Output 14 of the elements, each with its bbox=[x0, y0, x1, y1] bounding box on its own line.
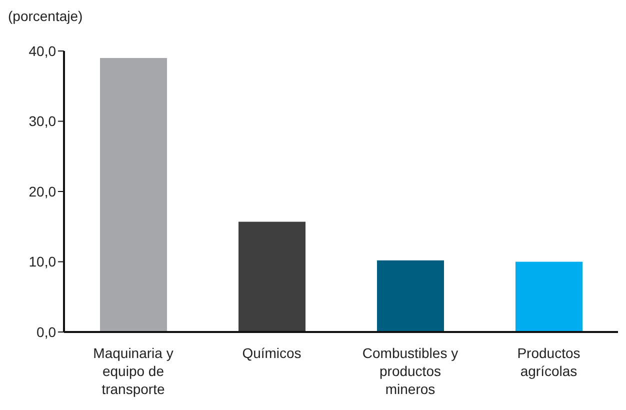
y-axis-title: (porcentaje) bbox=[8, 8, 83, 24]
y-tick-label: 20,0 bbox=[28, 183, 56, 200]
y-tick-label: 0,0 bbox=[36, 324, 56, 340]
x-tick-label: Químicos bbox=[242, 345, 302, 361]
bar bbox=[100, 58, 167, 332]
bar bbox=[516, 262, 582, 332]
x-tick-label: Productos agrícolas bbox=[517, 345, 580, 379]
x-tick-label: Combustibles y productos mineros bbox=[362, 345, 458, 397]
bar bbox=[377, 260, 444, 332]
y-tick-label: 30,0 bbox=[28, 113, 56, 130]
x-tick-label: Maquinaria y equipo de transporte bbox=[93, 345, 174, 397]
y-tick-label: 40,0 bbox=[28, 42, 56, 59]
bar bbox=[238, 222, 306, 332]
y-tick-label: 10,0 bbox=[28, 254, 56, 270]
